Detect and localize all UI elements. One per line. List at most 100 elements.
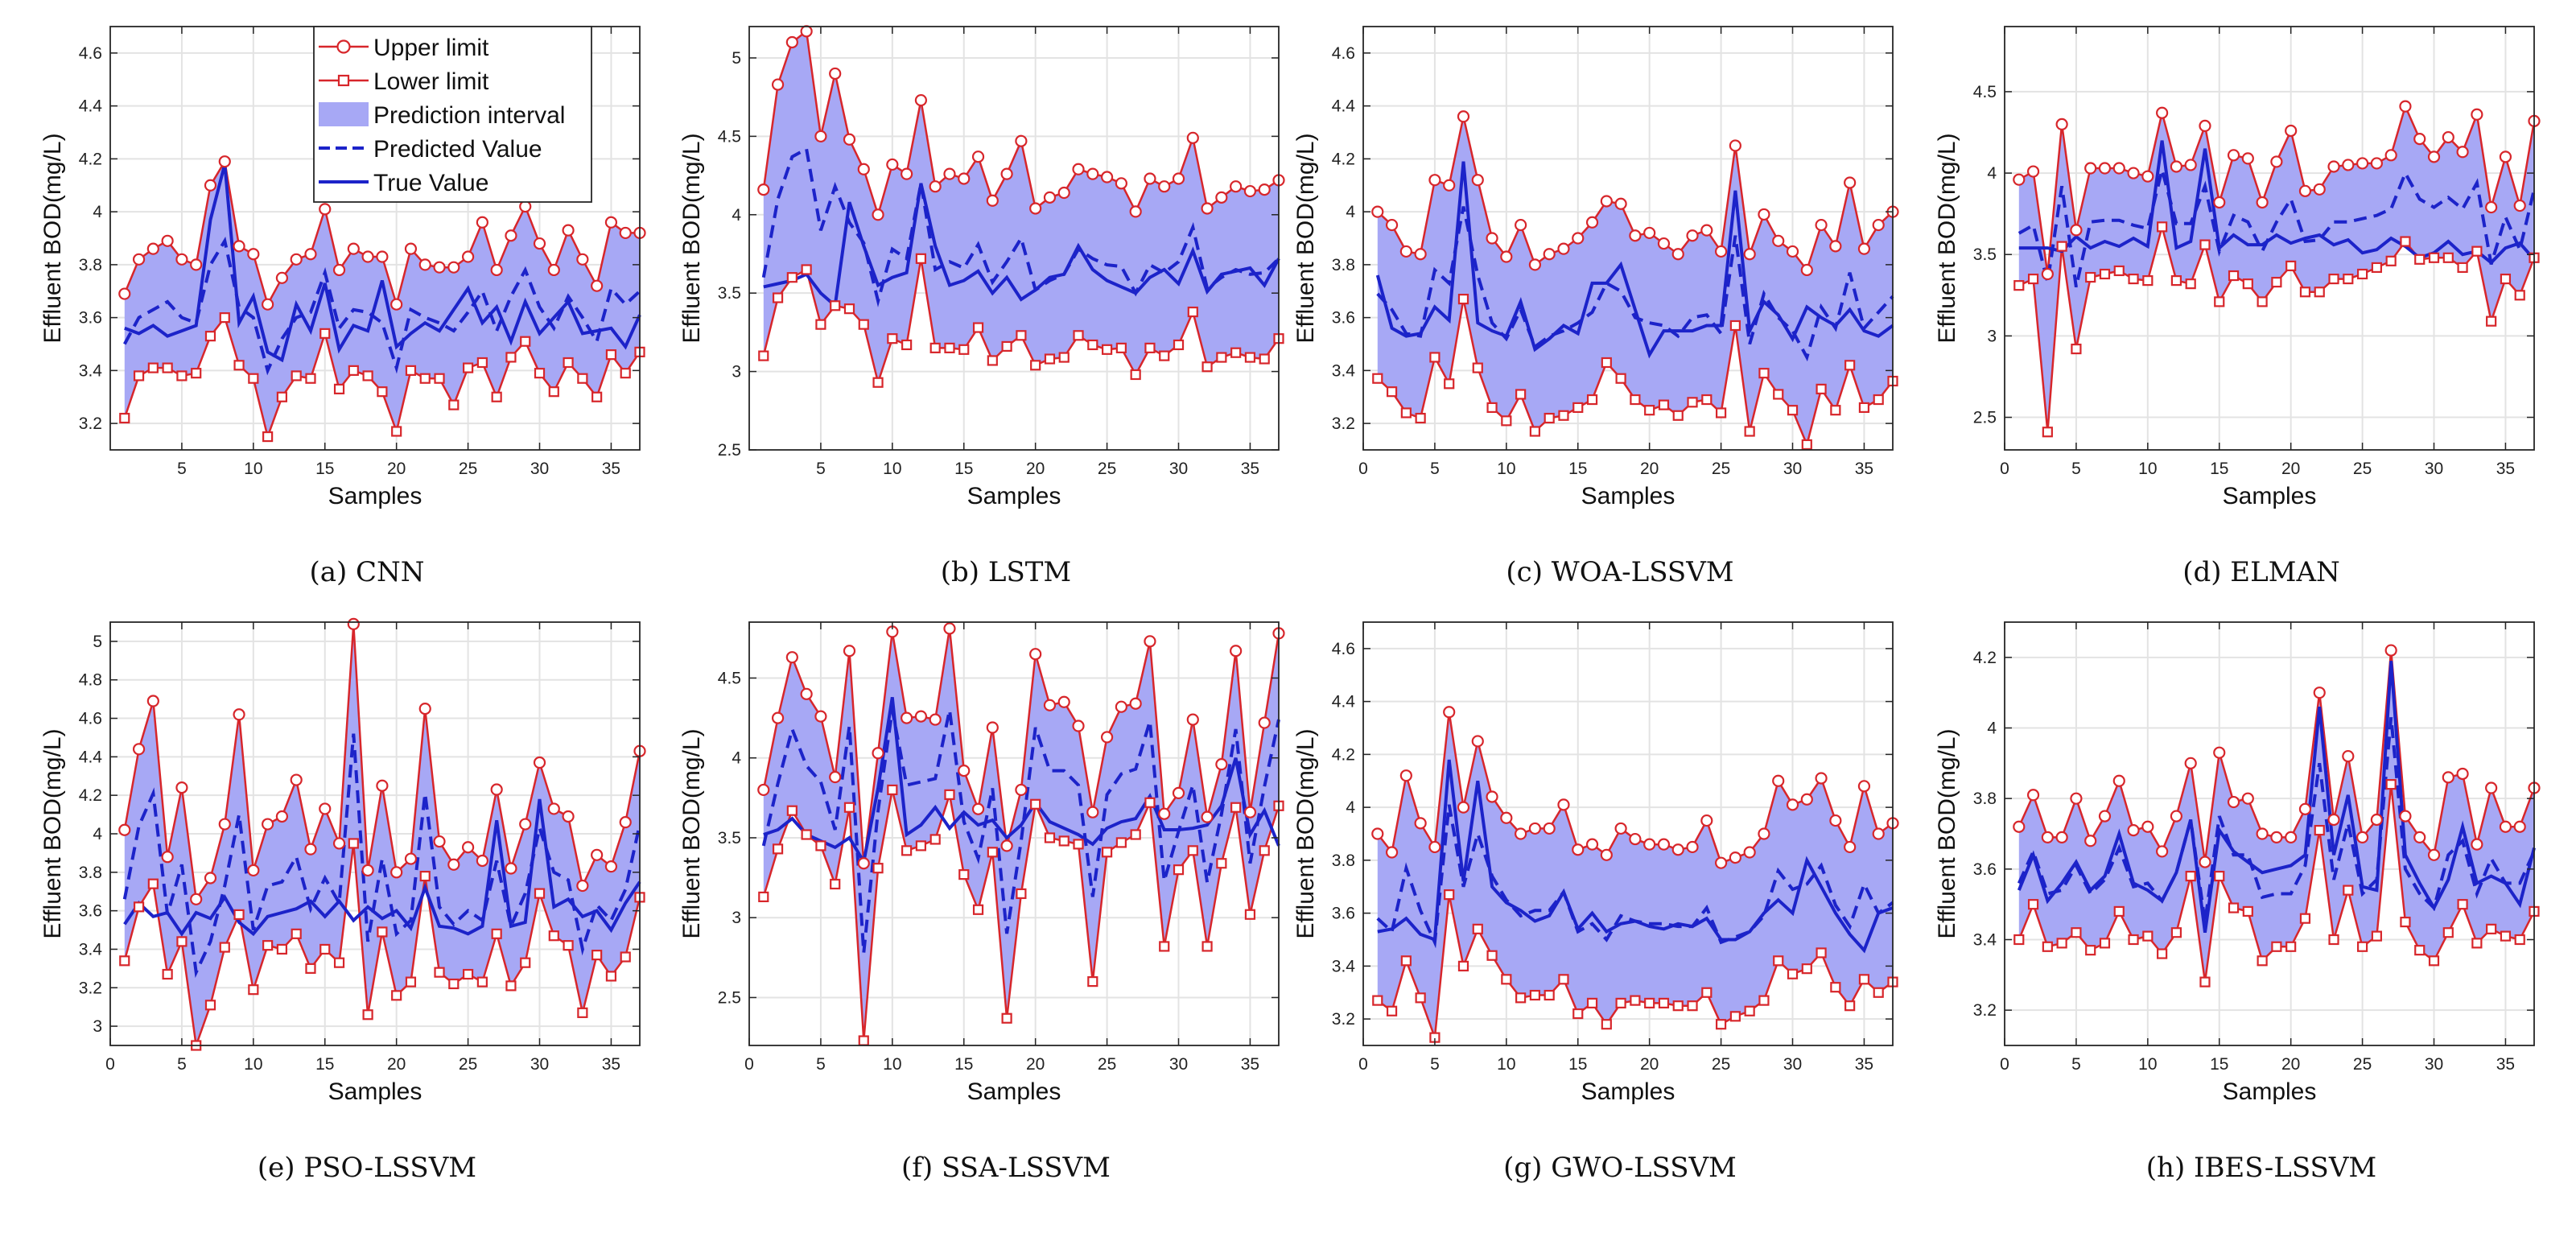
lower-limit-marker [1601,357,1612,369]
upper-limit-marker [233,240,245,253]
lower-limit-marker [1801,963,1812,975]
lower-limit-marker [377,386,388,398]
lower-limit-marker [1844,360,1856,371]
legend-prediction-interval-label: Prediction interval [373,102,565,129]
x-tick-label: 15 [315,460,334,478]
x-tick-label: 0 [744,1055,754,1074]
upper-limit-marker [1243,806,1257,818]
lower-limit-marker [1544,412,1555,424]
x-tick-label: 35 [1855,1055,1873,1074]
lower-limit-marker [119,412,130,424]
upper-limit-marker [2112,162,2125,175]
upper-limit-marker [376,779,389,792]
lower-limit-marker [1844,1000,1856,1012]
upper-limit-marker [2442,130,2454,144]
lower-limit-marker [491,391,502,402]
lower-limit-marker [1858,402,1870,413]
upper-limit-marker [2026,165,2040,178]
lower-limit-marker [2199,239,2211,250]
lower-limit-marker [291,370,302,381]
x-tick-label: 20 [387,1055,406,1074]
y-tick-label: 3.4 [79,940,103,959]
x-tick-label: 10 [2138,1055,2157,1074]
upper-limit-marker [2298,802,2312,815]
lower-limit-marker [1830,982,1841,993]
x-tick-label: 25 [2353,460,2372,478]
upper-limit-marker [175,253,188,266]
upper-limit-marker [829,770,842,784]
lower-limit-marker [1672,1000,1684,1012]
x-tick-label: 5 [2071,1055,2081,1074]
upper-limit-marker [2313,183,2326,196]
upper-limit-marker [1015,783,1028,797]
upper-limit-marker [519,200,532,213]
lower-limit-marker [405,365,417,376]
y-tick-label: 3.6 [1973,860,1997,879]
y-axis-label: Effluent BOD(mg/L) [1292,728,1319,938]
lower-limit-marker [2199,976,2211,988]
upper-limit-marker [505,229,517,242]
lower-limit-marker [1130,829,1141,840]
lower-limit-marker [1201,361,1213,373]
upper-limit-marker [1857,780,1871,793]
lower-limit-marker [1773,955,1784,967]
x-tick-label: 35 [1241,1055,1259,1074]
x-tick-label: 35 [1855,460,1873,478]
lower-limit-marker [133,370,145,381]
lower-limit-marker [2471,938,2483,949]
predicted-value-line [2017,717,2536,922]
upper-limit-marker [1243,184,1257,198]
panel-caption: (e) PSO-LSSVM [258,1152,476,1184]
y-tick-label: 4 [1987,164,1997,183]
y-axis-label: Effluent BOD(mg/L) [1934,728,1960,938]
panel-caption: (c) WOA-LSSVM [1506,556,1733,588]
upper-limit-marker [1172,786,1185,799]
upper-limit-marker [1585,216,1599,229]
lower-limit-marker [605,349,617,361]
legend-interval-swatch [319,102,369,126]
lower-limit-marker [1644,997,1655,1009]
lower-limit-marker [1529,989,1541,1001]
lower-limit-marker [1758,995,1770,1006]
lower-limit-marker [1073,839,1084,850]
lower-limit-marker [1515,992,1527,1004]
x-tick-label: 35 [2496,1055,2515,1074]
x-axis-label: Samples [967,1078,1061,1105]
upper-limit-marker [2270,831,2283,843]
upper-limit-marker [1057,695,1070,708]
upper-limit-marker [2098,162,2112,175]
upper-limit-marker [1486,232,1498,245]
upper-limit-marker [418,702,431,715]
lower-limit-marker [2185,870,2196,882]
y-axis-label: Effluent BOD(mg/L) [678,728,705,938]
upper-limit-marker [1600,848,1613,861]
lower-limit-marker [2042,941,2053,952]
upper-limit-marker [2384,644,2397,657]
lower-limit-marker [987,847,998,858]
upper-limit-marker [1471,735,1484,748]
y-tick-label: 3.2 [79,414,102,433]
y-tick-label: 3.2 [1332,1010,1355,1029]
upper-limit-marker [161,851,174,864]
x-axis-label: Samples [1581,1078,1675,1105]
upper-limit-marker [2184,159,2197,171]
upper-limit-marker [1414,248,1427,261]
lower-limit-marker [2099,268,2111,280]
x-tick-label: 35 [1241,460,1259,478]
lower-limit-marker [348,365,359,376]
upper-limit-marker [2342,749,2355,763]
upper-limit-marker [1800,263,1813,277]
upper-limit-marker [1457,110,1470,123]
upper-limit-marker [2413,831,2426,843]
upper-limit-marker [576,253,589,266]
lower-limit-marker [1115,837,1127,848]
lower-limit-marker [620,951,631,963]
lower-limit-marker [1087,339,1098,351]
x-tick-label: 30 [1783,460,1802,478]
x-tick-label: 20 [2281,460,2300,478]
upper-limit-marker [2370,813,2383,827]
axes-box [1362,26,1894,451]
upper-limit-marker [1786,245,1799,258]
upper-limit-marker [1471,174,1484,187]
